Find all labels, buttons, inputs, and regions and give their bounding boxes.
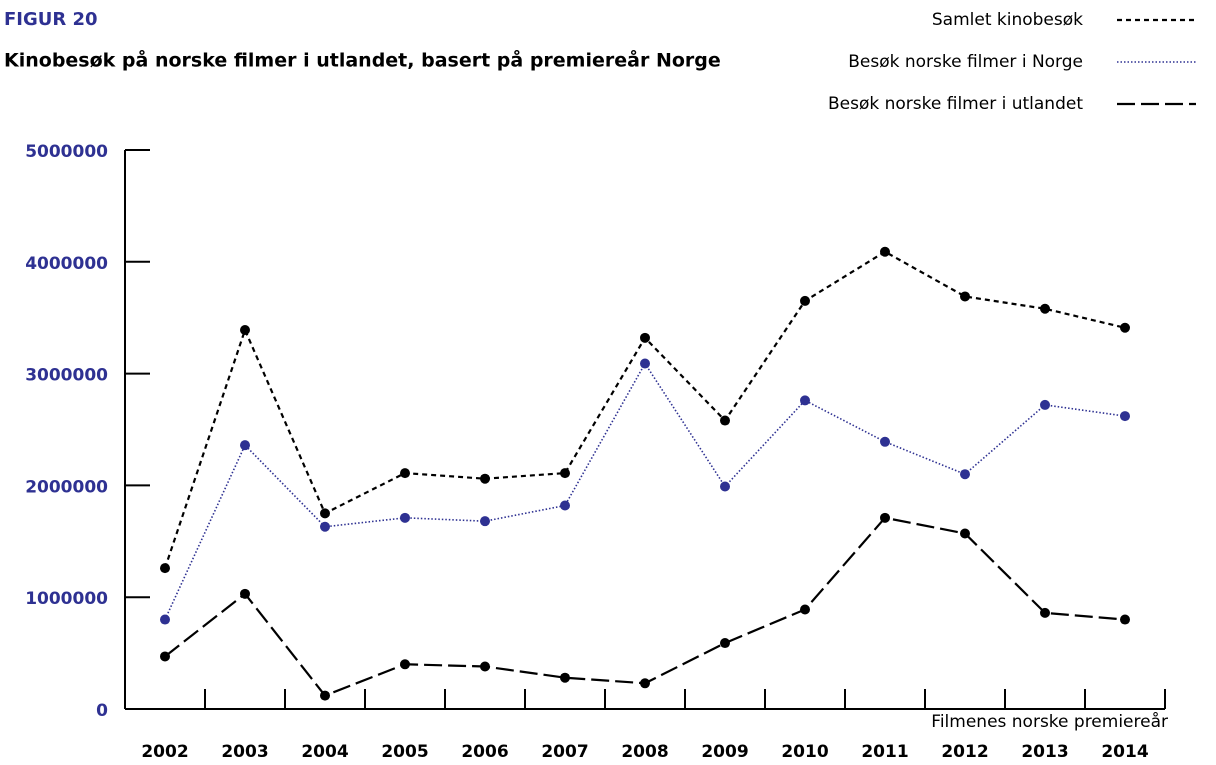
series-line [163, 250, 1126, 569]
data-point [320, 521, 330, 532]
data-point [1040, 303, 1050, 314]
data-point [640, 678, 650, 689]
data-point [320, 690, 330, 701]
data-point [800, 295, 810, 306]
data-point [560, 500, 570, 511]
data-point [560, 672, 570, 683]
data-point [880, 246, 890, 257]
series-line [164, 361, 1126, 620]
data-point [240, 324, 250, 335]
data-point [960, 528, 970, 539]
data-point [880, 436, 890, 447]
data-point [1120, 322, 1130, 333]
data-point [640, 332, 650, 343]
data-point [720, 415, 730, 426]
data-point [400, 659, 410, 670]
y-tick-label: 3000000 [25, 366, 108, 386]
x-tick-label: 2008 [621, 742, 668, 762]
legend-label: Samlet kinobesøk [932, 10, 1083, 30]
x-tick-label: 2012 [941, 742, 988, 762]
data-point [640, 358, 650, 369]
x-tick-label: 2004 [301, 742, 348, 762]
data-point [400, 512, 410, 523]
data-point [480, 473, 490, 484]
data-point [880, 512, 890, 523]
data-point [1120, 411, 1130, 422]
figure-label: FIGUR 20 [4, 9, 98, 30]
x-tick-label: 2005 [381, 742, 428, 762]
y-tick-label: 5000000 [25, 142, 108, 162]
data-point [320, 508, 330, 519]
x-tick-label: 2009 [701, 742, 748, 762]
y-tick-label: 4000000 [25, 254, 108, 274]
data-point [720, 481, 730, 492]
chart-title: Kinobesøk på norske filmer i utlandet, b… [4, 48, 721, 72]
x-tick-label: 2011 [861, 742, 908, 762]
data-point [400, 468, 410, 479]
data-point [160, 651, 170, 662]
data-point [480, 516, 490, 527]
y-tick-label: 0 [96, 701, 108, 721]
data-point [560, 468, 570, 479]
x-tick-label: 2013 [1021, 742, 1068, 762]
y-tick-label: 1000000 [25, 589, 108, 609]
data-point [800, 604, 810, 615]
data-point [480, 661, 490, 672]
data-point [240, 440, 250, 451]
data-point [1040, 399, 1050, 410]
x-tick-label: 2003 [221, 742, 268, 762]
data-point [160, 614, 170, 625]
data-point [1120, 614, 1130, 625]
x-tick-label: 2002 [141, 742, 188, 762]
x-tick-label: 2006 [461, 742, 508, 762]
data-point [1040, 607, 1050, 618]
x-tick-label: 2007 [541, 742, 588, 762]
y-tick-label: 2000000 [25, 477, 108, 497]
data-point [240, 588, 250, 599]
data-point [960, 469, 970, 480]
data-point [160, 563, 170, 574]
legend-label: Besøk norske filmer i Norge [848, 52, 1083, 72]
data-point [720, 638, 730, 649]
x-axis-label: Filmenes norske premiereår [931, 711, 1168, 732]
series-line [164, 516, 1126, 697]
x-tick-label: 2010 [781, 742, 828, 762]
data-point [800, 395, 810, 406]
data-point [960, 291, 970, 302]
legend-label: Besøk norske filmer i utlandet [828, 94, 1083, 114]
x-tick-label: 2014 [1101, 742, 1148, 762]
